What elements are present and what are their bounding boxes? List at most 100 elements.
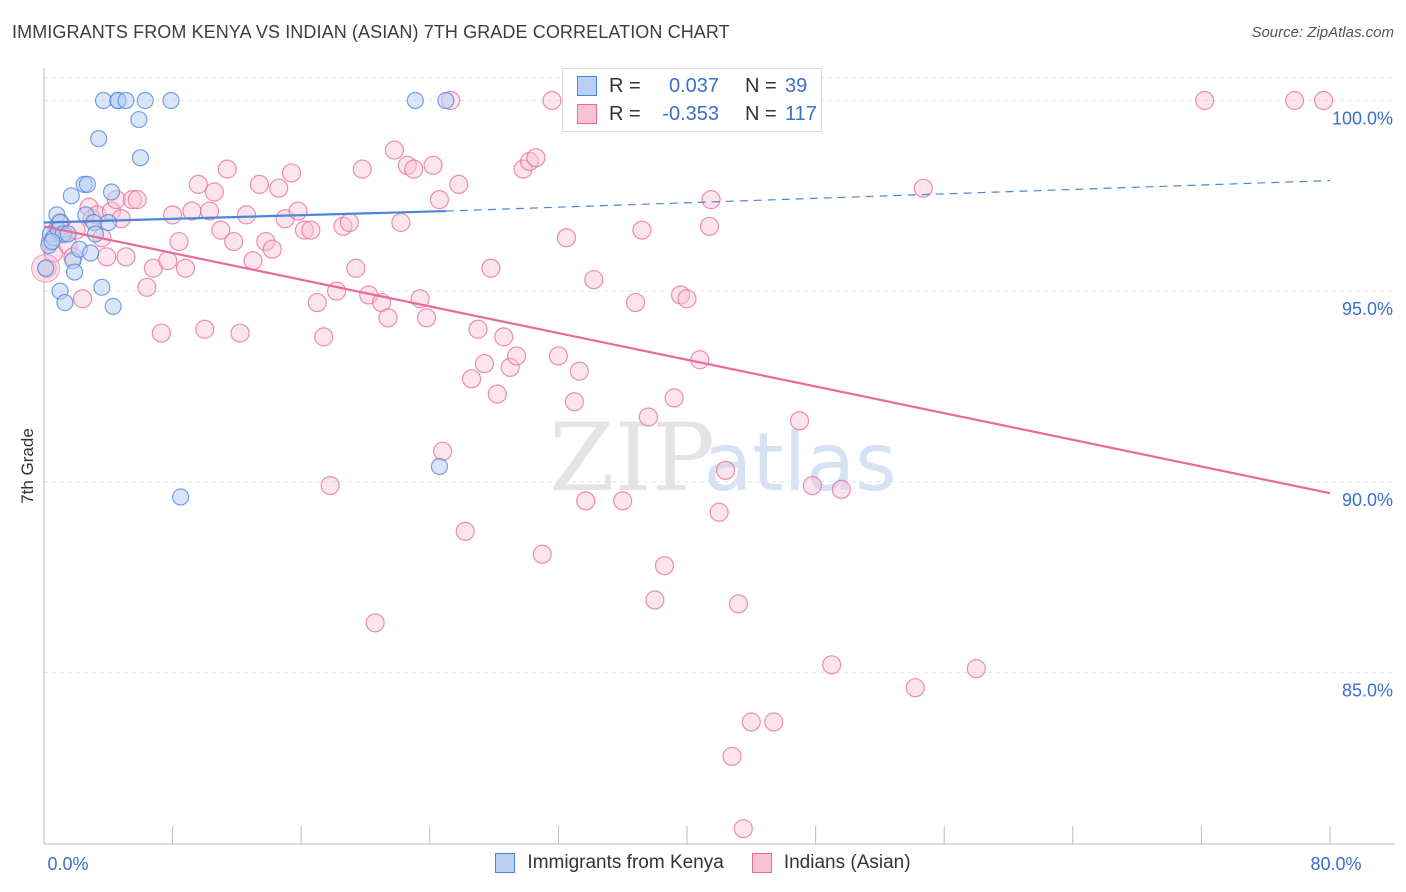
- point-kenya: [93, 278, 111, 296]
- grid-lines: [44, 77, 1395, 673]
- legend-n-label: N =: [745, 102, 777, 125]
- point-indians: [307, 292, 327, 313]
- point-indians: [556, 228, 577, 248]
- x-tick-label: 0.0%: [47, 854, 88, 874]
- point-indians: [526, 148, 546, 168]
- point-indians: [542, 90, 562, 111]
- legend-r-value-kenya: 0.037: [668, 74, 719, 97]
- point-kenya: [65, 263, 84, 281]
- legend-r-value-indians: -0.353: [662, 102, 719, 125]
- point-indians: [474, 353, 495, 374]
- point-indians: [211, 220, 231, 240]
- axes: [43, 68, 1395, 845]
- point-indians: [352, 159, 372, 179]
- point-indians: [741, 712, 761, 732]
- point-indians: [163, 205, 183, 225]
- point-indians: [449, 174, 469, 194]
- legend-swatch-blue: [495, 853, 516, 873]
- point-indians: [532, 544, 552, 564]
- point-indians: [188, 174, 208, 194]
- watermark-atlas: atlas: [703, 416, 896, 509]
- point-kenya: [82, 244, 100, 262]
- legend-label-kenya: Immigrants from Kenya: [527, 852, 724, 873]
- correlation-legend: R = 0.037 N = 39 R = -0.353 N = 117: [562, 68, 822, 132]
- point-indians: [569, 361, 589, 381]
- point-indians: [217, 159, 237, 179]
- legend-n-value-kenya: 39: [785, 74, 808, 97]
- y-tick-label: 100.0%: [1332, 109, 1393, 129]
- trend-line-indians: [43, 225, 1331, 495]
- legend-r-label: R =: [609, 74, 641, 97]
- point-indians: [391, 212, 411, 233]
- point-indians: [423, 155, 443, 175]
- legend-n-label: N =: [745, 74, 777, 97]
- point-indians: [802, 475, 822, 496]
- point-kenya: [104, 297, 122, 315]
- point-kenya: [94, 91, 113, 110]
- point-indians: [346, 258, 366, 278]
- point-indians: [461, 369, 482, 389]
- point-indians: [715, 460, 736, 480]
- point-indians: [137, 277, 157, 297]
- point-indians: [151, 323, 171, 343]
- legend-item-indians[interactable]: Indians (Asian): [751, 852, 911, 874]
- point-indians: [288, 201, 308, 221]
- point-indians: [1313, 90, 1334, 111]
- point-indians: [256, 231, 276, 252]
- point-indians: [709, 502, 729, 522]
- point-indians: [116, 247, 136, 267]
- point-indians: [548, 346, 569, 366]
- point-kenya: [437, 91, 455, 110]
- point-indians: [831, 479, 851, 500]
- point-indians: [97, 247, 117, 267]
- point-indians: [966, 659, 986, 679]
- point-kenya: [130, 110, 148, 129]
- legend-label-indians: Indians (Asian): [783, 852, 911, 873]
- point-indians: [204, 182, 224, 202]
- point-kenya: [56, 293, 74, 312]
- point-indians: [1195, 90, 1215, 111]
- point-kenya: [62, 187, 80, 205]
- point-kenya: [99, 213, 117, 232]
- legend-swatch-pink: [577, 104, 597, 124]
- point-kenya: [406, 91, 424, 110]
- point-indians: [269, 178, 289, 198]
- point-indians: [72, 289, 93, 309]
- y-tick-label: 85.0%: [1342, 680, 1393, 700]
- legend-row-indians: R = -0.353 N = 117: [577, 102, 817, 126]
- point-kenya: [43, 232, 61, 251]
- point-indians: [699, 216, 720, 236]
- point-indians: [701, 190, 721, 210]
- point-indians: [320, 475, 340, 496]
- watermark-zip: ZIP: [549, 404, 715, 513]
- point-indians: [500, 357, 520, 377]
- legend-r-label: R =: [609, 102, 641, 125]
- point-indians: [481, 258, 501, 278]
- point-indians: [404, 159, 424, 179]
- point-indians: [690, 350, 710, 370]
- point-indians: [416, 308, 437, 328]
- series-indians-asian: [31, 90, 1334, 839]
- point-indians: [905, 678, 925, 698]
- point-kenya: [136, 91, 154, 110]
- trend-line-kenya-extension: [445, 179, 1331, 212]
- point-indians: [625, 292, 646, 313]
- point-kenya: [162, 91, 180, 110]
- point-kenya: [430, 457, 449, 476]
- point-indians: [294, 220, 315, 240]
- tick-labels: 100.0% 95.0% 90.0% 85.0% 0.0% 80.0%: [47, 109, 1393, 874]
- point-indians: [314, 327, 334, 347]
- point-indians: [632, 220, 652, 240]
- point-indians: [468, 319, 488, 339]
- point-kenya: [86, 225, 105, 243]
- point-kenya: [90, 130, 108, 148]
- source-label: Source: ZipAtlas.com: [1251, 24, 1394, 41]
- series-legend: Immigrants from Kenya Indians (Asian): [0, 852, 1406, 874]
- legend-item-kenya[interactable]: Immigrants from Kenya: [495, 852, 724, 874]
- legend-swatch-pink: [751, 853, 772, 873]
- point-indians: [365, 613, 385, 633]
- point-indians: [913, 178, 933, 198]
- watermark: ZIP atlas: [549, 404, 897, 513]
- point-indians: [722, 746, 742, 766]
